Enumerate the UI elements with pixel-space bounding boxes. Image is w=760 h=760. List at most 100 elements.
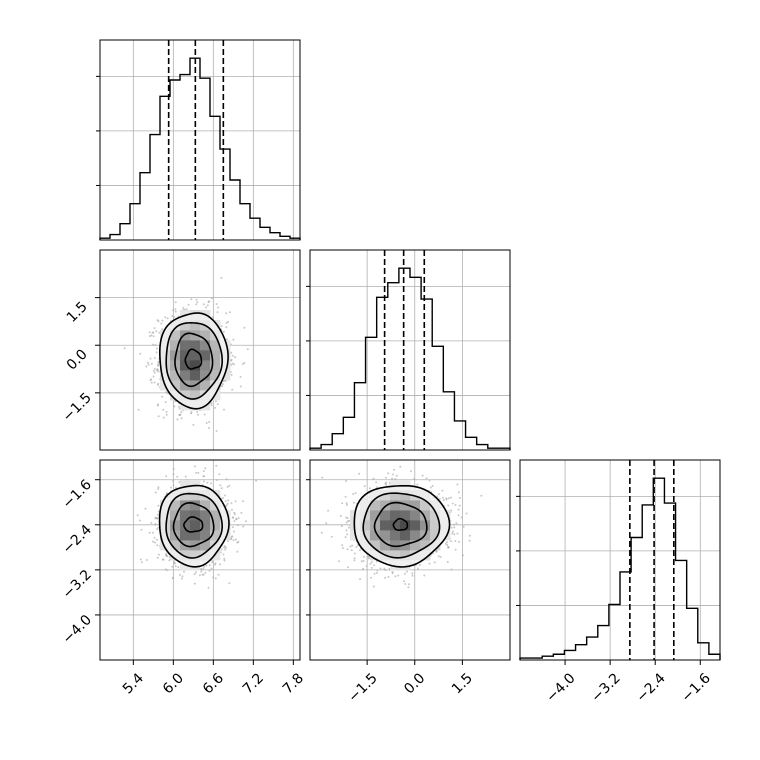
- panel-1-point: [201, 573, 204, 576]
- panel-2-point: [409, 470, 412, 473]
- panel-0-point: [160, 322, 163, 325]
- panel-0-density-cell: [200, 350, 211, 361]
- panel-1-point: [219, 563, 221, 566]
- panel-0-point: [195, 298, 198, 301]
- panel-2-point: [345, 521, 348, 524]
- panel-1-point: [165, 475, 168, 478]
- panel-2-point: [351, 544, 354, 547]
- panel-1-point: [225, 546, 228, 549]
- panel-2-point: [373, 564, 376, 567]
- panel-2-point: [407, 586, 410, 589]
- panel-0-point: [231, 362, 234, 365]
- panel-1-point: [173, 561, 176, 564]
- panel-0-density-cell: [200, 380, 211, 391]
- histogram-0-bars: [99, 57, 301, 240]
- panel-1-point: [176, 475, 179, 478]
- panel-1-point: [165, 554, 168, 557]
- panel-1-point: [158, 553, 160, 556]
- panel-0-density-cell: [210, 360, 221, 371]
- panel-2-point: [348, 519, 351, 522]
- xtick-label-p0-0: 5.4: [120, 670, 147, 697]
- panel-1-density-cell: [190, 550, 201, 561]
- panel-1-point: [233, 513, 236, 516]
- panel-2-point: [321, 476, 324, 479]
- panel-1-point: [156, 528, 159, 531]
- panel-1-point: [180, 577, 183, 580]
- panel-0-point: [157, 415, 160, 418]
- panel-1-point: [217, 573, 220, 576]
- panel-2-point: [403, 572, 406, 575]
- panel-2-point: [345, 503, 348, 506]
- panel-1-point: [157, 526, 160, 529]
- panel-0-point: [222, 330, 225, 333]
- panel-2-point: [428, 562, 431, 565]
- ytick-label-p2-2: −2.4: [60, 522, 95, 557]
- panel-2-density-cell: [420, 520, 431, 531]
- xtick-label-p0-4: 7.8: [280, 670, 307, 697]
- panel-2-density-cell: [380, 520, 391, 531]
- panel-0-point: [223, 408, 225, 411]
- panel-2-point: [450, 526, 453, 529]
- panel-0-point: [171, 315, 174, 317]
- panel-2-point: [425, 477, 428, 480]
- panel-1-point: [154, 541, 156, 544]
- panel-2-density-cell: [400, 510, 411, 521]
- panel-2-point: [353, 557, 356, 560]
- panel-0-density-cell: [190, 350, 201, 361]
- panel-1-point: [202, 567, 205, 570]
- panel-1-point: [242, 525, 245, 528]
- xtick-label-p2-3: −1.6: [679, 670, 714, 705]
- panel-0-point: [227, 320, 230, 323]
- panel-1-point: [193, 573, 196, 576]
- panel-2-contour-2: [373, 501, 428, 548]
- panel-2-point: [383, 567, 386, 570]
- panel-0-density-cell: [190, 320, 201, 331]
- panel-2-point: [455, 522, 458, 525]
- panel-2-density-cell: [380, 490, 391, 501]
- panel-2-point: [465, 512, 468, 515]
- panel-2-point: [394, 575, 397, 578]
- histogram-0-frame: [99, 39, 301, 241]
- panel-1-point: [214, 577, 217, 580]
- panel-0-point: [196, 301, 199, 304]
- panel-1-point: [230, 502, 233, 505]
- panel-1-point: [136, 514, 139, 517]
- xtick-label-p0-2: 6.6: [200, 670, 227, 697]
- panel-2-point: [370, 576, 372, 579]
- panel-0-point: [243, 326, 246, 329]
- panel-1-point: [140, 528, 143, 531]
- panel-0-point: [155, 351, 158, 354]
- panel-0-density-cell: [190, 340, 201, 351]
- panel-0-point: [221, 383, 224, 386]
- panel-1-frame: [99, 459, 301, 661]
- panel-0-point: [153, 371, 156, 374]
- panel-2-point: [347, 566, 350, 569]
- panel-1-point: [210, 567, 213, 570]
- panel-1-point: [144, 507, 147, 510]
- panel-0-point: [190, 298, 193, 301]
- panel-2-point: [441, 489, 444, 492]
- panel-2-density-cell: [430, 530, 441, 541]
- panel-1-point: [228, 484, 231, 487]
- panel-0-point: [214, 406, 217, 409]
- panel-1-point: [233, 520, 236, 522]
- panel-1-point: [208, 564, 211, 567]
- panel-0-point: [206, 304, 209, 307]
- panel-1-point: [194, 571, 197, 574]
- panel-1-density-cell: [180, 530, 191, 541]
- panel-2-density-cell: [390, 520, 401, 531]
- panel-2-point: [454, 548, 457, 551]
- panel-2-density-cell: [370, 500, 381, 511]
- panel-0-point: [173, 405, 176, 408]
- panel-1-density-cell: [190, 530, 201, 541]
- panel-0-point: [155, 347, 158, 350]
- panel-2-point: [411, 572, 414, 575]
- histogram-1-frame: [309, 249, 511, 451]
- panel-1-point: [215, 464, 218, 467]
- panel-2-density-cell: [430, 520, 441, 531]
- panel-1-point: [222, 553, 225, 556]
- panel-0-point: [231, 354, 234, 357]
- panel-2-density-cell: [420, 510, 431, 521]
- panel-1-point: [234, 538, 237, 541]
- panel-2-contour-3: [392, 517, 409, 531]
